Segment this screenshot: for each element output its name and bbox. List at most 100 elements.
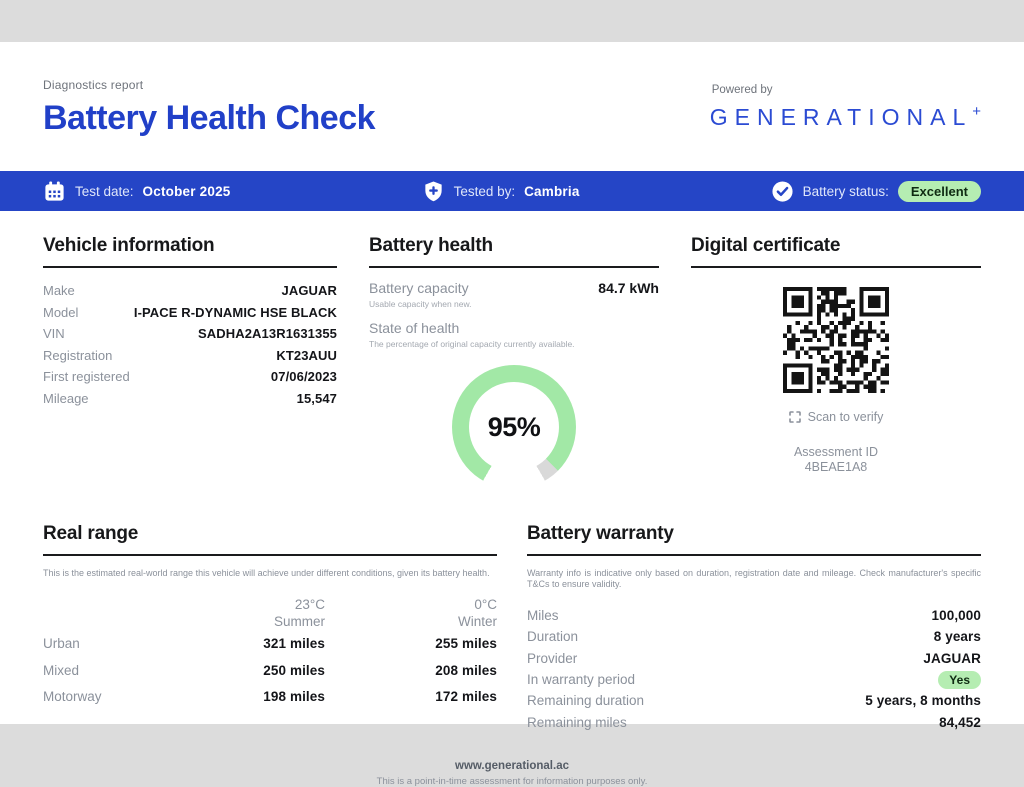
website-url: www.generational.ac bbox=[455, 759, 569, 772]
capacity-value: 84.7 kWh bbox=[598, 280, 659, 296]
tested-by-value: Cambria bbox=[524, 183, 580, 199]
soh-gauge: 95% bbox=[452, 365, 576, 489]
qr-code bbox=[691, 287, 981, 393]
row-value: 100,000 bbox=[931, 608, 981, 624]
row-label: Model bbox=[43, 304, 79, 320]
summer-value: 250 miles bbox=[263, 662, 325, 678]
warranty-row-provider: Provider JAGUAR bbox=[527, 648, 981, 669]
row-value: JAGUAR bbox=[281, 283, 337, 299]
calendar-icon bbox=[43, 180, 66, 203]
assessment-id-label: Assessment ID bbox=[793, 445, 879, 459]
soh-percentage: 95% bbox=[487, 411, 541, 442]
real-range-section: Real range This is the estimated real-wo… bbox=[43, 523, 497, 733]
title-block: Diagnostics report Battery Health Check bbox=[43, 78, 376, 138]
vehicle-info-section: Vehicle information Make JAGUAR Model I-… bbox=[43, 235, 337, 489]
disclaimer-text: This is a point-in-time assessment for i… bbox=[376, 775, 648, 787]
capacity-subtext: Usable capacity when new. bbox=[369, 299, 472, 309]
battery-warranty-description: Warranty info is indicative only based o… bbox=[527, 568, 981, 589]
vehicle-row-make: Make JAGUAR bbox=[43, 280, 337, 302]
soh-gauge-center: 95% bbox=[469, 382, 559, 472]
row-value: 5 years, 8 months bbox=[865, 693, 981, 709]
winter-value: 172 miles bbox=[435, 689, 497, 705]
row-label: Mixed bbox=[43, 662, 80, 678]
row-label: Duration bbox=[527, 629, 579, 645]
brand-name: GENERATIONAL bbox=[709, 104, 973, 130]
row-label: Miles bbox=[527, 608, 559, 624]
assessment-id-value: 4BEAE1A8 bbox=[804, 460, 868, 474]
scan-icon bbox=[788, 411, 801, 423]
report-header: Diagnostics report Battery Health Check … bbox=[0, 42, 1024, 138]
row-label: Registration bbox=[43, 347, 113, 363]
main-sections: Vehicle information Make JAGUAR Model I-… bbox=[0, 235, 1024, 489]
row-label: VIN bbox=[43, 326, 65, 342]
assessment-id-block: Assessment ID 4BEAE1A8 bbox=[691, 445, 981, 475]
summer-column-header: 23°C Summer bbox=[175, 596, 325, 630]
brand-block: Powered by GENERATIONAL+ bbox=[710, 78, 981, 131]
battery-health-heading: Battery health bbox=[369, 235, 659, 268]
row-label: Provider bbox=[527, 650, 578, 666]
row-value: 8 years bbox=[933, 629, 981, 645]
scan-to-verify: Scan to verify bbox=[691, 410, 981, 424]
summer-temp: 23°C bbox=[294, 597, 325, 612]
soh-label: State of health bbox=[369, 320, 460, 336]
summer-value: 321 miles bbox=[263, 636, 325, 652]
range-row-urban: Urban 321 miles 255 miles bbox=[43, 631, 497, 657]
battery-health-section: Battery health Battery capacity 84.7 kWh… bbox=[369, 235, 659, 489]
vehicle-row-model: Model I-PACE R-DYNAMIC HSE BLACK bbox=[43, 302, 337, 324]
vehicle-info-heading: Vehicle information bbox=[43, 235, 337, 268]
capacity-label: Battery capacity bbox=[369, 280, 469, 296]
real-range-description: This is the estimated real-world range t… bbox=[43, 568, 490, 578]
row-value: SADHA2A13R1631355 bbox=[198, 326, 337, 342]
row-value: 07/06/2023 bbox=[270, 369, 337, 385]
battery-status-item: Battery status: Excellent bbox=[771, 180, 981, 203]
vehicle-row-vin: VIN SADHA2A13R1631355 bbox=[43, 323, 337, 345]
battery-warranty-section: Battery warranty Warranty info is indica… bbox=[527, 523, 981, 733]
scan-label: Scan to verify bbox=[807, 410, 884, 424]
row-value: KT23AUU bbox=[276, 347, 337, 363]
range-row-motorway: Motorway 198 miles 172 miles bbox=[43, 684, 497, 710]
vehicle-row-mileage: Mileage 15,547 bbox=[43, 388, 337, 410]
battery-status-label: Battery status: bbox=[802, 183, 889, 199]
row-label: Make bbox=[43, 283, 75, 299]
shield-plus-icon bbox=[422, 180, 445, 203]
range-row-mixed: Mixed 250 miles 208 miles bbox=[43, 658, 497, 684]
warranty-row-remaining-duration: Remaining duration 5 years, 8 months bbox=[527, 690, 981, 711]
winter-temp: 0°C bbox=[474, 597, 497, 612]
tested-by-label: Tested by: bbox=[453, 183, 516, 199]
warranty-row-in-warranty: In warranty period Yes bbox=[527, 669, 981, 690]
winter-label: Winter bbox=[457, 614, 497, 629]
row-label: Remaining duration bbox=[527, 693, 645, 709]
row-value: 15,547 bbox=[296, 390, 337, 406]
battery-status-badge: Excellent bbox=[897, 180, 981, 202]
digital-certificate-heading: Digital certificate bbox=[691, 235, 981, 268]
row-label: First registered bbox=[43, 369, 130, 385]
test-date-label: Test date: bbox=[75, 183, 134, 199]
check-circle-icon bbox=[771, 180, 794, 203]
warranty-rows: Miles 100,000 Duration 8 years Provider … bbox=[527, 605, 981, 733]
summer-label: Summer bbox=[273, 614, 325, 629]
row-value: JAGUAR bbox=[923, 650, 981, 666]
vehicle-row-registration: Registration KT23AUU bbox=[43, 345, 337, 367]
real-range-heading: Real range bbox=[43, 523, 497, 556]
test-date-value: October 2025 bbox=[142, 183, 231, 199]
report-footer: www.generational.ac This is a point-in-t… bbox=[0, 760, 1024, 787]
brand-plus-mark: + bbox=[972, 103, 981, 120]
winter-value: 208 miles bbox=[435, 662, 497, 678]
soh-subtext: The percentage of original capacity curr… bbox=[369, 339, 575, 349]
test-date-item: Test date: October 2025 bbox=[43, 180, 231, 203]
digital-certificate-section: Digital certificate Scan to verify Asses… bbox=[691, 235, 981, 489]
row-label: Remaining miles bbox=[527, 714, 627, 730]
page-title: Battery Health Check bbox=[43, 99, 376, 137]
warranty-row-remaining-miles: Remaining miles 84,452 bbox=[527, 711, 981, 732]
summer-value: 198 miles bbox=[263, 689, 325, 705]
warranty-row-miles: Miles 100,000 bbox=[527, 605, 981, 626]
brand-logo: GENERATIONAL+ bbox=[710, 103, 981, 131]
battery-capacity-row: Battery capacity 84.7 kWh bbox=[369, 280, 659, 296]
row-label: Motorway bbox=[43, 689, 102, 705]
in-warranty-badge: Yes bbox=[938, 670, 981, 689]
tested-by-item: Tested by: Cambria bbox=[422, 180, 580, 203]
winter-value: 255 miles bbox=[435, 636, 497, 652]
powered-by-label: Powered by bbox=[711, 84, 773, 96]
row-label: In warranty period bbox=[527, 672, 636, 688]
bottom-sections: Real range This is the estimated real-wo… bbox=[0, 523, 1024, 733]
